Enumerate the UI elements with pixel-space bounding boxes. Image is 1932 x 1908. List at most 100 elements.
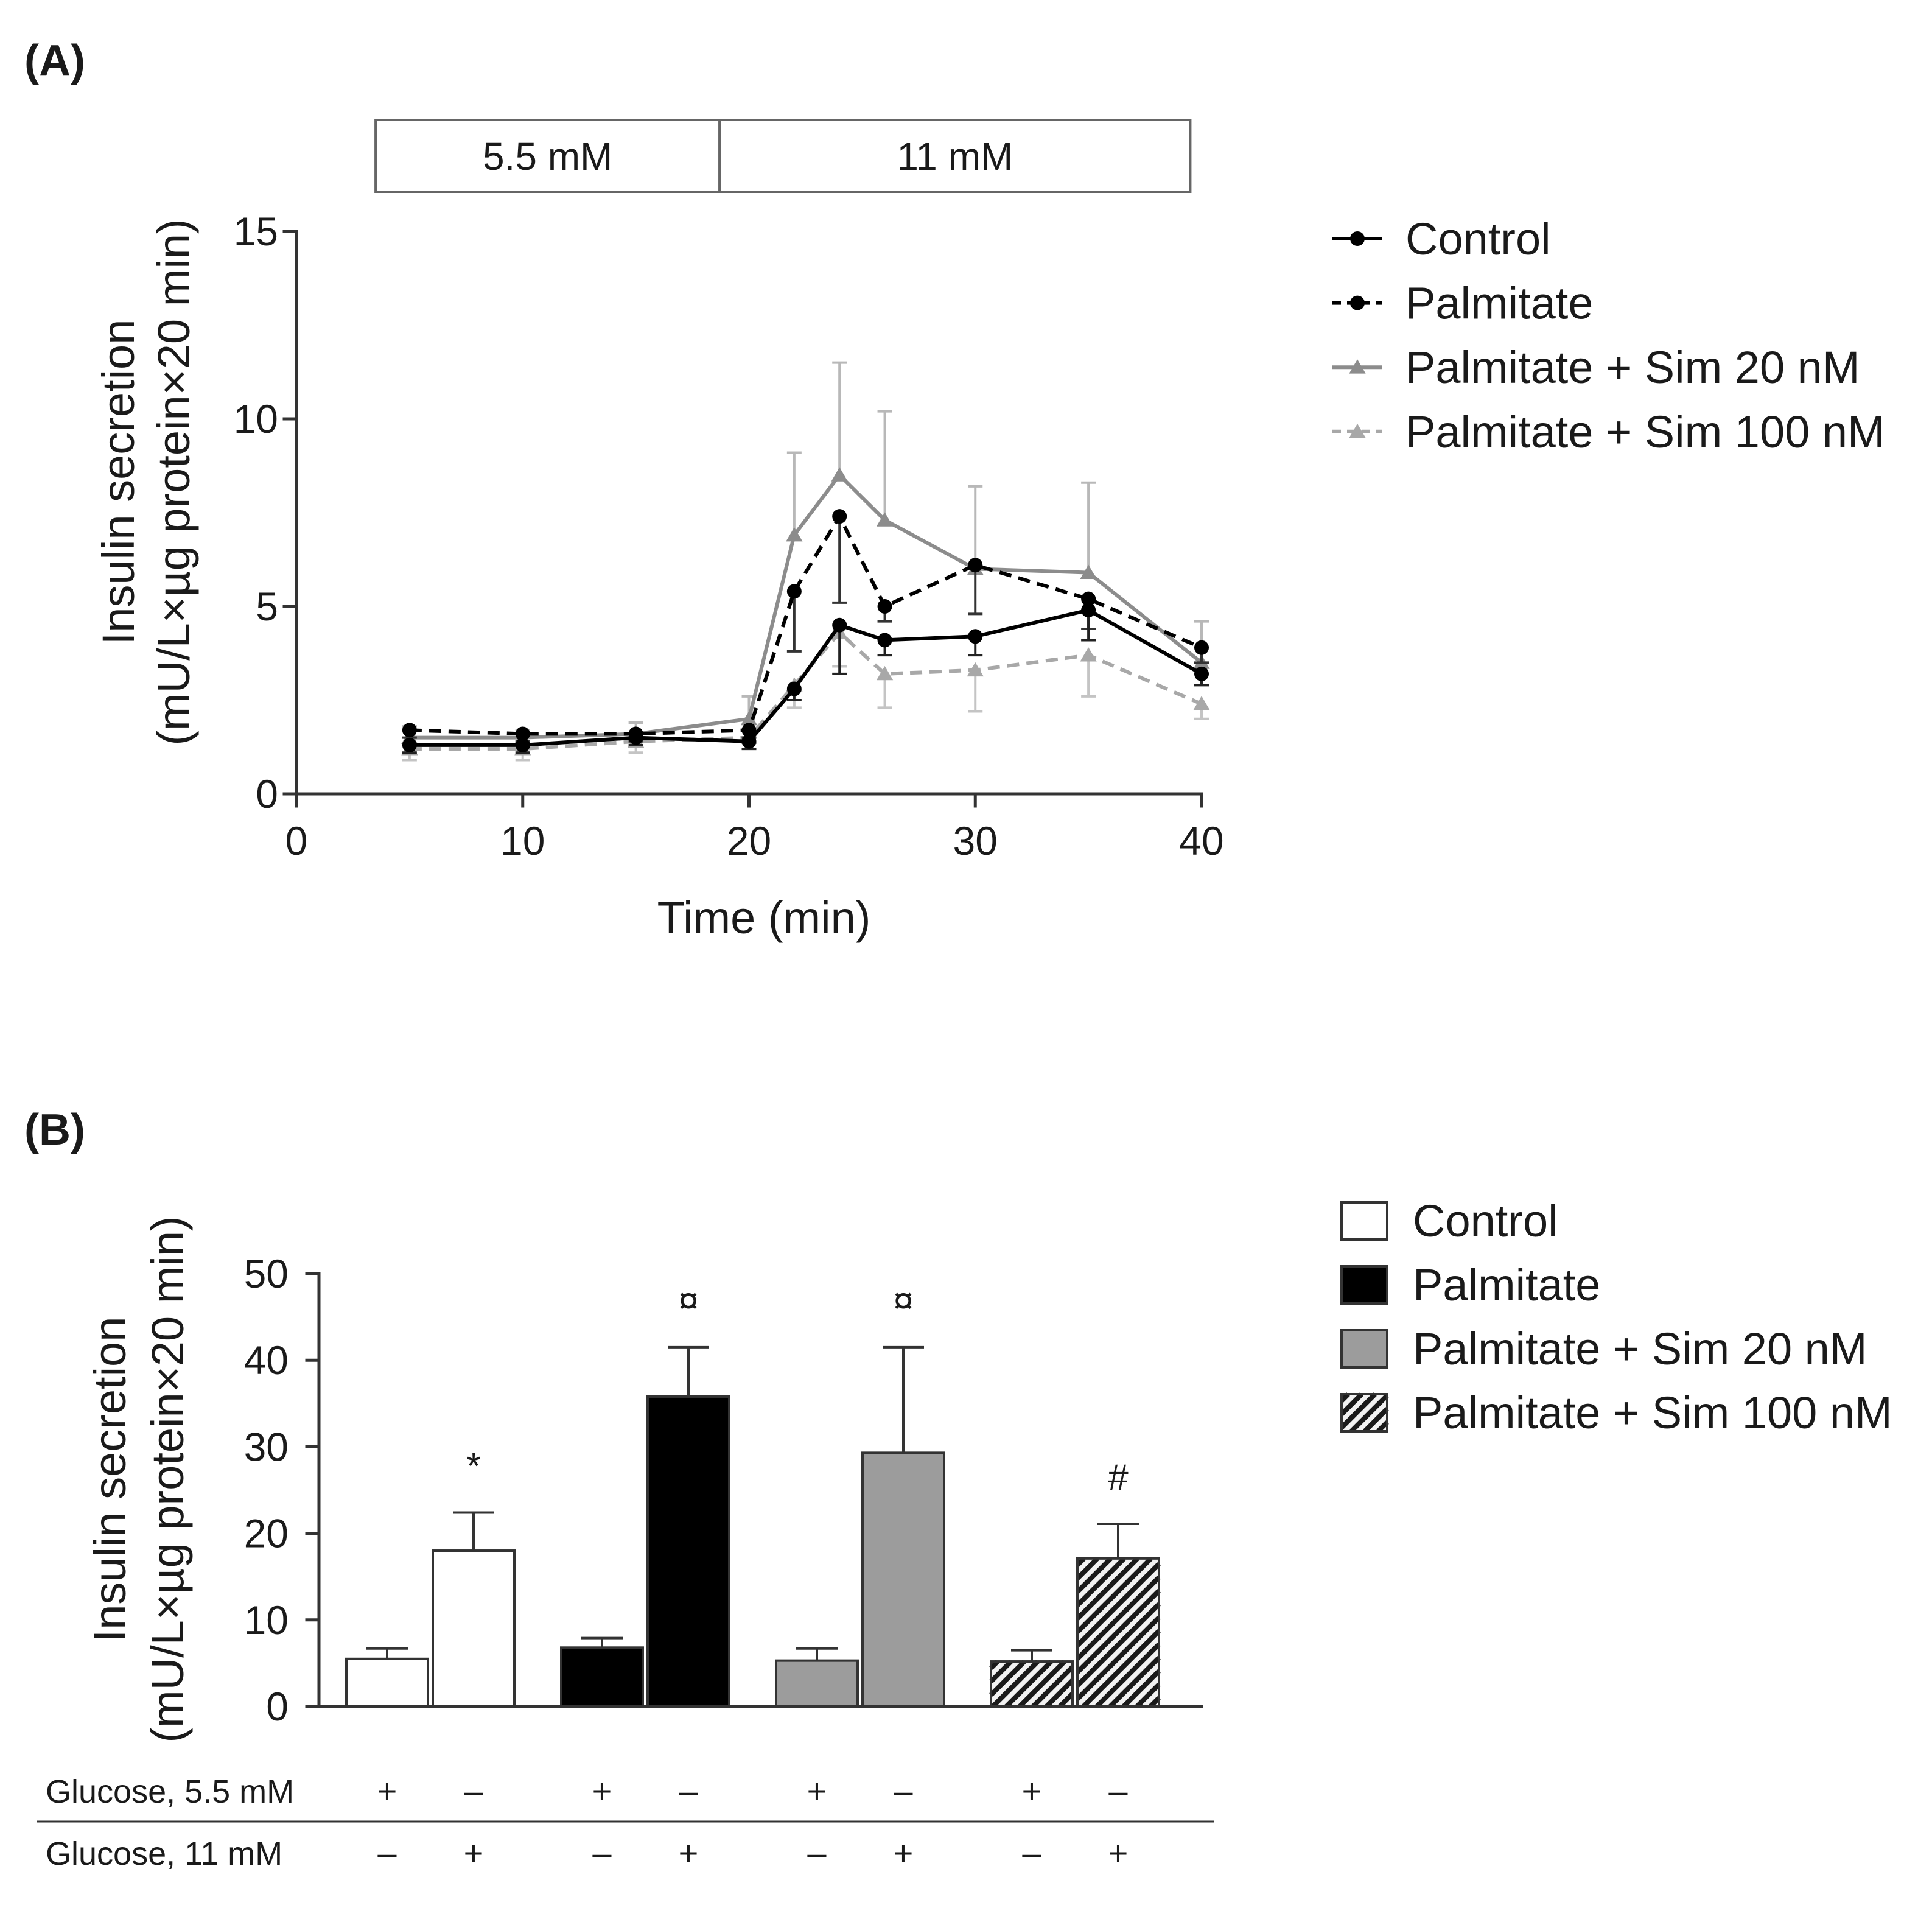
legend-label: Palmitate + Sim 20 nM <box>1413 1324 1867 1374</box>
bar-group-palmitate: ¤ <box>560 1280 730 1708</box>
hatch-stripe <box>1340 1392 1363 1416</box>
legend-item: Palmitate + Sim 100 nM <box>1332 407 1885 457</box>
data-point <box>741 734 757 749</box>
significance-marker: # <box>1108 1457 1129 1498</box>
series-palmitate <box>402 509 1209 743</box>
table-mark: – <box>679 1772 698 1810</box>
hatch-stripe <box>1076 1602 1161 1688</box>
legend-item: Palmitate + Sim 20 nM <box>1340 1324 1867 1374</box>
bar <box>345 1657 429 1708</box>
y-axis-title-line2: (mU/L×µg protein×20 min) <box>142 1216 193 1742</box>
legend-label: Control <box>1405 214 1551 264</box>
bar <box>560 1646 644 1708</box>
legend-item: Palmitate + Sim 20 nM <box>1332 342 1860 393</box>
series-line <box>409 472 1203 740</box>
data-point <box>876 665 894 681</box>
hatch-stripe <box>1135 1683 1161 1708</box>
panel-a: (A) 5.5 mM 11 mM 0 5 10 15 0 10 20 30 40 Time (min) I… <box>24 37 1885 943</box>
hatch-stripe <box>1076 1589 1161 1674</box>
bar-group-palmitate-sim-20-nm: ¤ <box>775 1280 945 1708</box>
hatch-stripe <box>1004 1660 1053 1708</box>
data-point <box>876 512 894 527</box>
data-point <box>402 737 417 752</box>
data-point <box>832 617 847 633</box>
bar <box>861 1451 945 1708</box>
glucose-period-label: 11 mM <box>897 135 1013 178</box>
table-mark: – <box>1022 1834 1041 1872</box>
legend-marker <box>1350 295 1365 310</box>
panel-b: (B) 0 10 20 30 40 50 Insulin secretion (mU/L×µg … <box>24 1106 1892 1872</box>
data-point <box>1193 696 1210 710</box>
significance-marker: ¤ <box>893 1280 913 1321</box>
data-point <box>786 681 802 696</box>
legend-swatch <box>1340 1329 1388 1369</box>
y-tick-label: 10 <box>244 1598 289 1643</box>
condition-table-row: Glucose, 11 mM – + – + – + – + <box>46 1834 1128 1872</box>
table-mark: + <box>807 1772 827 1810</box>
hatch-stripe <box>1122 1669 1161 1708</box>
condition-table-row: Glucose, 5.5 mM + – + – + – + – <box>46 1772 1128 1810</box>
table-mark: + <box>679 1834 699 1872</box>
legend-marker <box>1349 359 1366 374</box>
data-point <box>1194 666 1209 681</box>
table-row-label: Glucose, 11 mM <box>46 1836 282 1872</box>
data-point <box>831 467 848 482</box>
legend-item: Control <box>1332 214 1551 264</box>
table-mark: + <box>464 1834 484 1872</box>
x-axis-title: Time (min) <box>657 893 871 943</box>
legend-label: Palmitate + Sim 20 nM <box>1405 342 1860 393</box>
legend-label: Palmitate <box>1413 1260 1600 1310</box>
data-point <box>786 584 802 599</box>
data-point <box>877 599 892 614</box>
y-tick-label: 50 <box>244 1251 289 1296</box>
hatch-stripe <box>989 1660 1013 1683</box>
y-axis-title-line1: Insulin secretion <box>93 320 144 645</box>
bar <box>1076 1557 1160 1708</box>
data-point <box>1081 591 1096 606</box>
hatch-stripe <box>1031 1665 1074 1708</box>
y-tick-label: 20 <box>244 1511 289 1556</box>
glucose-period-box <box>374 119 721 193</box>
table-row-label: Glucose, 5.5 mM <box>46 1773 294 1810</box>
y-tick-label: 10 <box>234 396 278 441</box>
hatch-stripe <box>1076 1616 1161 1701</box>
y-axis-title-line1: Insulin secretion <box>85 1317 135 1643</box>
hatch-stripe <box>1018 1660 1066 1708</box>
y-tick-label: 15 <box>234 209 278 254</box>
legend-swatch <box>1340 1393 1388 1433</box>
y-tick-label: 0 <box>256 771 278 816</box>
legend-marker <box>1350 231 1365 246</box>
data-point <box>515 726 530 742</box>
legend-marker <box>1349 423 1366 438</box>
data-point <box>832 509 847 524</box>
bar-group-palmitate-sim-100-nm: # <box>989 1457 1161 1708</box>
x-tick-label: 0 <box>285 818 308 863</box>
y-tick-label: 5 <box>256 584 278 629</box>
data-point <box>968 629 983 644</box>
hatch-stripe <box>1076 1557 1099 1580</box>
data-point <box>968 558 983 573</box>
hatch-stripe <box>1045 1678 1074 1708</box>
legend-label: Control <box>1413 1196 1558 1246</box>
series-line <box>409 513 1203 736</box>
legend-label: Palmitate <box>1405 278 1593 329</box>
hatch-stripe <box>1376 1420 1389 1433</box>
data-point <box>1080 647 1097 662</box>
hatch-stripe <box>1349 1394 1389 1433</box>
legend-swatch <box>1340 1201 1388 1241</box>
bar <box>775 1659 859 1708</box>
data-point <box>741 723 757 738</box>
hatch-stripe <box>989 1660 1026 1697</box>
data-point <box>515 737 530 752</box>
hatch-stripe <box>1076 1562 1161 1647</box>
glucose-period-box <box>718 119 1192 193</box>
data-point <box>402 723 417 738</box>
legend-label: Palmitate + Sim 100 nM <box>1413 1387 1892 1438</box>
legend-swatch <box>1340 1265 1388 1305</box>
table-mark: – <box>377 1834 397 1872</box>
data-point <box>628 730 643 745</box>
bar <box>432 1549 516 1708</box>
table-mark: + <box>377 1772 397 1810</box>
hatch-stripe <box>1340 1392 1377 1429</box>
